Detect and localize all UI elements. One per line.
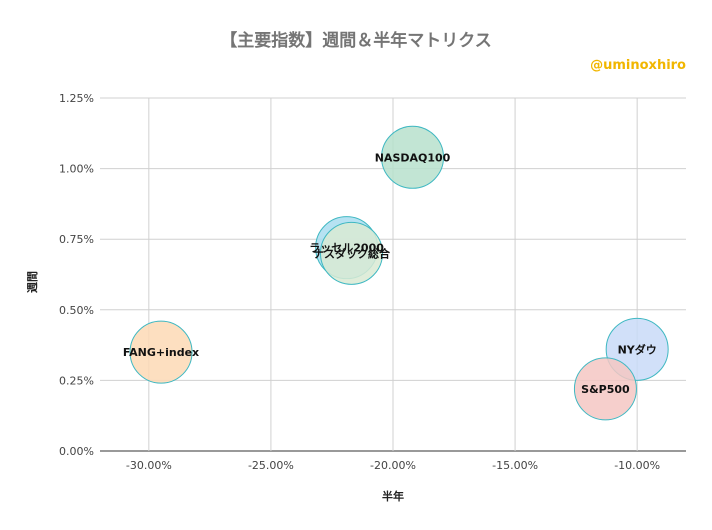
bubble-label: FANG+index <box>123 346 199 359</box>
x-tick-label: -15.00% <box>492 459 538 472</box>
bubble-label: NYダウ <box>618 342 657 356</box>
x-tick-label: -30.00% <box>126 459 172 472</box>
credit-label: @uminoxhiro <box>590 58 686 73</box>
bubble-label: S&P500 <box>581 383 630 396</box>
chart-title: 【主要指数】週間＆半年マトリクス <box>220 31 492 51</box>
x-tick-label: -10.00% <box>614 459 660 472</box>
y-axis-title: 週間 <box>25 271 39 293</box>
x-axis-title: 半年 <box>382 489 404 503</box>
bubble-label: NASDAQ100 <box>375 151 451 164</box>
bubble-point <box>573 357 637 421</box>
bubble-label: ナスダック総合 <box>313 246 391 260</box>
bubble-point <box>319 221 383 285</box>
y-tick-label: 0.75% <box>59 233 94 246</box>
y-tick-label: 1.00% <box>59 163 94 176</box>
y-tick-label: 0.25% <box>59 374 94 387</box>
y-tick-label: 0.00% <box>59 445 94 458</box>
bubble-point <box>381 125 445 189</box>
bubble-point <box>129 320 193 384</box>
bubble-label: ラッセル2000 <box>309 242 384 255</box>
y-tick-label: 0.50% <box>59 304 94 317</box>
x-tick-label: -25.00% <box>248 459 294 472</box>
y-tick-label: 1.25% <box>59 92 94 105</box>
x-tick-label: -20.00% <box>370 459 416 472</box>
